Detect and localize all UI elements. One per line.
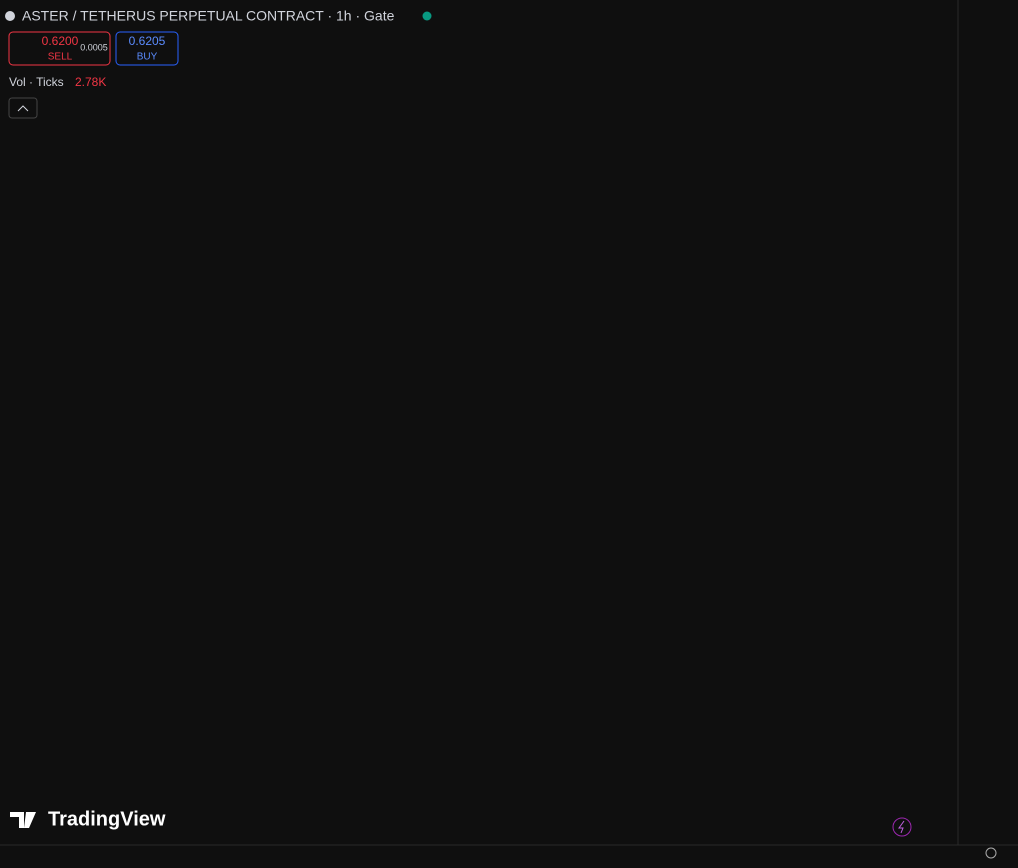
volume-title: Vol · Ticks <box>9 75 64 89</box>
settings-icon[interactable] <box>985 847 997 859</box>
title: ASTER / TETHERUS PERPETUAL CONTRACT · 1h… <box>22 8 395 24</box>
buy-label: BUY <box>137 52 158 63</box>
sell-label: SELL <box>48 52 73 63</box>
buy-price: 0.6205 <box>129 34 166 48</box>
buy-button[interactable] <box>115 31 179 66</box>
logo-icon <box>10 812 36 828</box>
symbol-icon <box>5 11 15 21</box>
sell-button[interactable] <box>8 31 111 66</box>
logo-text: TradingView <box>48 808 166 830</box>
volume-value: 2.78K <box>75 75 106 89</box>
collapse-icon <box>17 105 29 112</box>
sell-price: 0.6200 <box>42 34 79 48</box>
alert-bolt <box>898 820 905 834</box>
collapse-button[interactable] <box>8 97 38 119</box>
market-status <box>422 11 432 21</box>
spread: 0.0005 <box>80 42 108 52</box>
alert-icon[interactable] <box>892 817 912 837</box>
